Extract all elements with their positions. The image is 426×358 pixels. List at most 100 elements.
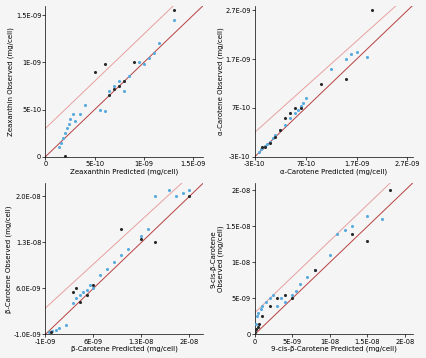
X-axis label: α-Carotene Predicted (mg/cell): α-Carotene Predicted (mg/cell) [280,168,387,175]
Point [253,321,259,326]
X-axis label: Zeaxanthin Predicted (mg/cell): Zeaxanthin Predicted (mg/cell) [70,168,178,175]
Point [63,321,69,327]
Point [106,88,113,93]
X-axis label: 9-cis-β-Carotene Predicted (mg/cell): 9-cis-β-Carotene Predicted (mg/cell) [271,346,397,352]
Point [262,143,268,149]
Point [63,126,70,131]
Point [253,314,260,319]
Point [252,329,259,335]
Point [289,295,296,301]
Point [165,187,172,193]
Point [311,267,318,272]
Point [292,105,299,111]
Point [311,267,318,272]
Point [257,306,264,312]
Point [259,145,266,151]
Point [83,287,90,292]
Point [256,321,262,326]
Point [118,226,124,232]
Point [299,100,306,106]
Point [138,233,145,239]
Point [364,213,371,218]
Point [296,281,303,287]
Point [267,140,273,146]
Point [270,292,277,297]
Point [278,295,285,301]
Point [326,252,333,258]
Point [111,259,118,265]
Point [141,61,147,67]
Point [293,288,299,294]
Point [317,81,324,87]
Point [297,103,304,108]
Point [353,49,360,55]
Point [328,66,334,72]
Point [47,329,54,335]
Point [266,295,273,301]
Point [257,146,264,152]
Point [304,274,311,280]
Point [72,118,78,124]
Point [73,285,80,291]
Point [91,69,98,74]
Point [97,272,104,278]
Point [287,115,294,121]
Point [179,190,186,196]
Point [259,314,266,319]
Point [52,327,59,333]
Point [282,122,289,128]
Point [146,55,153,61]
Point [274,295,281,301]
Point [302,95,309,101]
Y-axis label: β-Carotene Observed (mg/cell): β-Carotene Observed (mg/cell) [6,205,12,313]
Point [281,292,288,297]
Point [269,135,276,141]
Point [272,132,279,138]
Point [262,144,268,150]
Point [349,223,356,229]
Point [170,8,177,13]
Point [297,105,304,111]
Point [289,292,296,297]
Point [262,299,269,305]
Point [281,299,288,305]
Point [124,246,131,252]
Point [73,295,80,301]
Point [292,110,299,116]
Point [101,108,108,114]
Point [264,141,271,146]
Point [66,116,73,122]
Point [116,83,123,89]
Point [266,303,273,309]
Point [259,144,266,150]
Point [150,50,157,56]
Point [277,127,284,133]
Point [343,76,350,82]
Point [62,153,69,159]
Point [121,78,128,84]
Point [58,140,65,145]
Point [267,139,273,145]
Point [104,266,110,271]
Point [76,292,83,298]
Point [386,188,393,193]
Point [121,88,128,93]
Point [131,59,138,65]
Point [126,74,132,79]
Point [254,324,261,330]
Point [294,107,301,113]
Point [46,330,52,335]
Point [111,83,118,89]
Point [173,193,179,199]
Point [60,135,66,141]
Point [77,111,83,117]
Point [155,40,162,46]
Point [170,17,177,23]
Point [101,61,108,67]
Point [69,289,76,295]
Y-axis label: Zeaxanthin Observed (mg/cell): Zeaxanthin Observed (mg/cell) [8,27,14,136]
Point [145,226,152,232]
Point [342,227,348,233]
Point [86,282,93,288]
Point [186,187,193,193]
